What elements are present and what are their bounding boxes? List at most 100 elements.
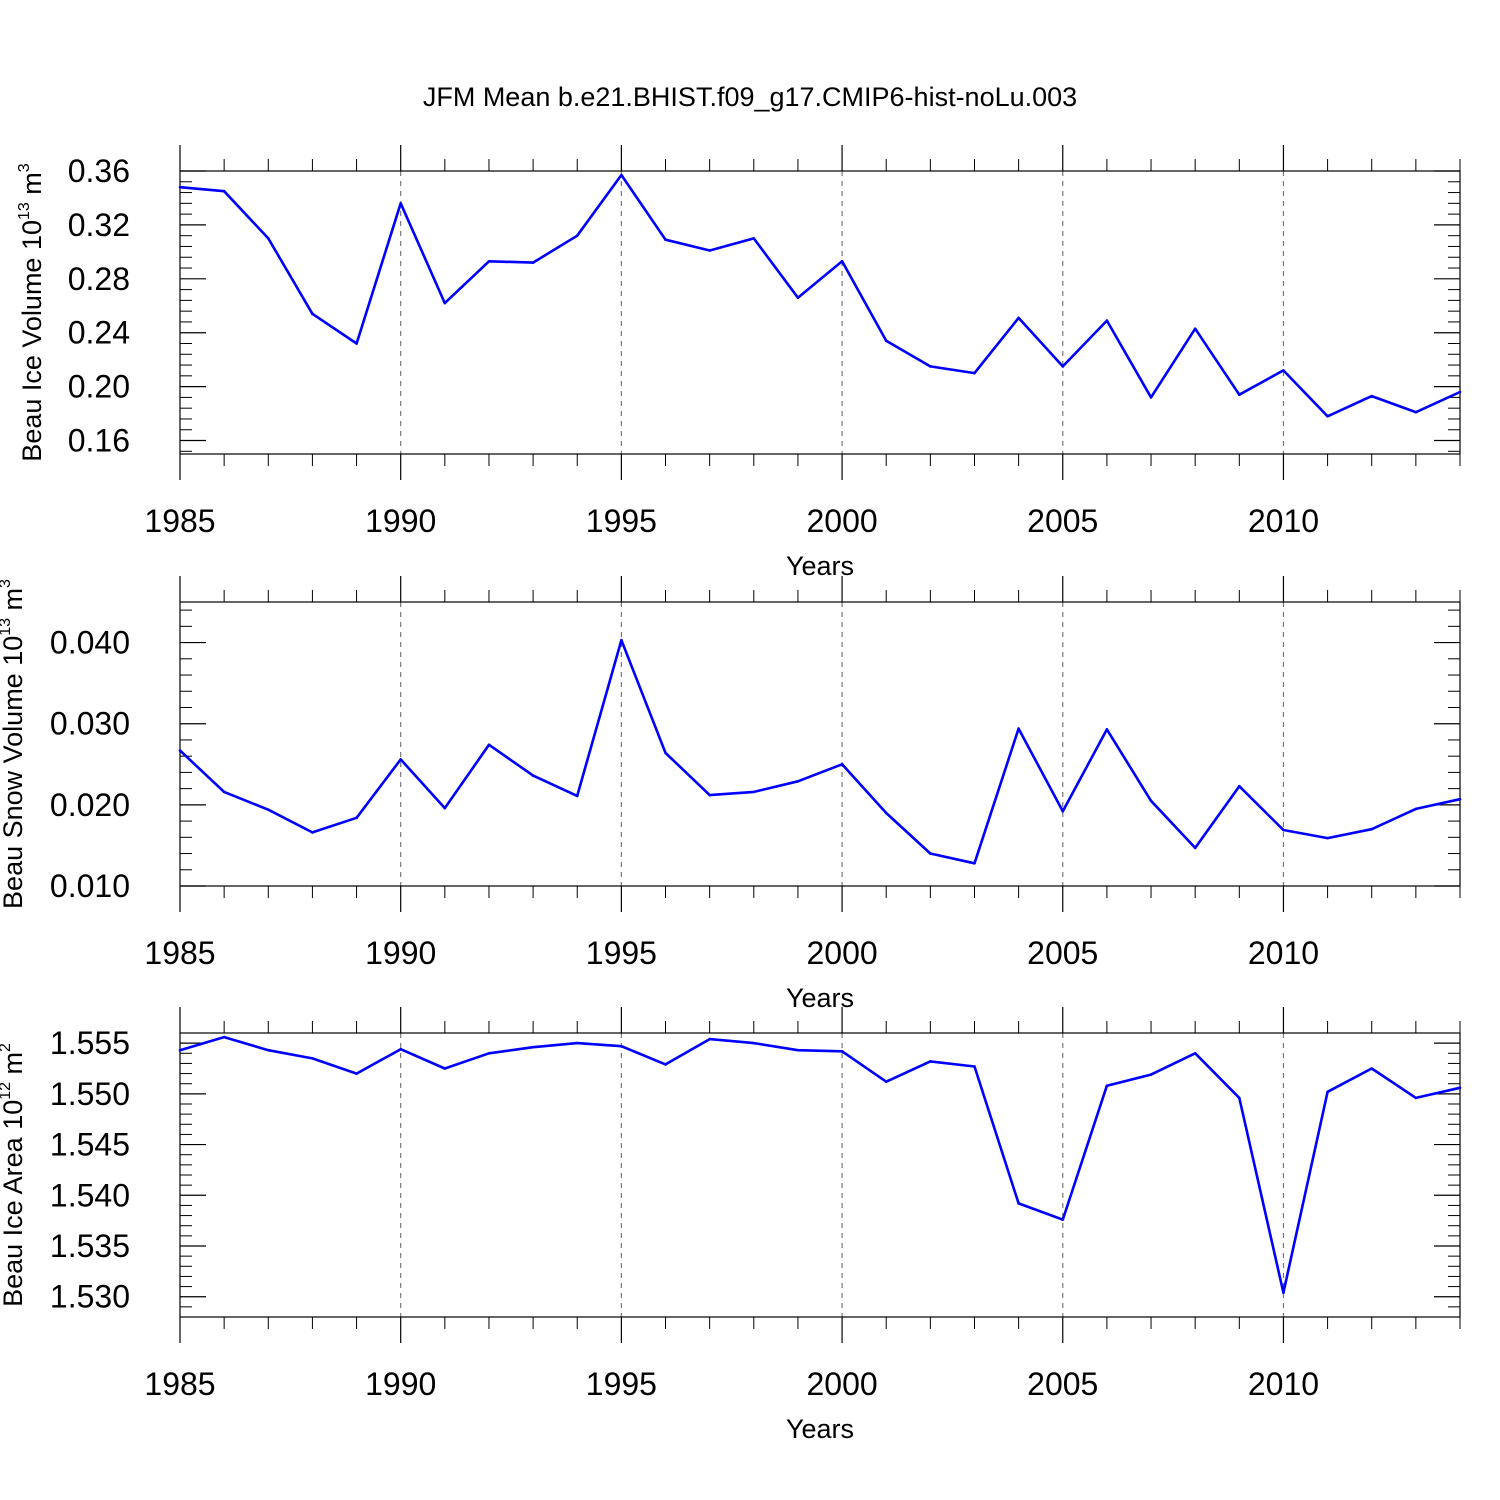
data-point	[443, 806, 447, 810]
x-tick-label: 2010	[1248, 935, 1319, 971]
y-axis-label-part: m	[0, 588, 28, 618]
data-point	[178, 749, 182, 752]
data-point	[929, 1060, 932, 1063]
x-tick-label: 1990	[365, 503, 436, 539]
y-tick-label: 1.550	[50, 1076, 130, 1112]
data-point	[443, 301, 447, 305]
x-axis-label: Years	[786, 551, 854, 581]
data-series-line	[179, 638, 1461, 865]
data-point	[1326, 414, 1329, 418]
x-tick-label: 2000	[806, 503, 877, 539]
x-axis-label: Years	[786, 1414, 854, 1444]
data-point	[399, 1047, 402, 1051]
x-tick-label: 2005	[1027, 1366, 1098, 1402]
data-point	[1370, 394, 1374, 398]
x-tick-label: 2000	[806, 1366, 877, 1402]
y-axis-label-superscript: 2	[0, 1043, 14, 1052]
data-point	[222, 790, 226, 794]
y-axis-label: Beau Ice Area 1012​ m2​	[0, 1043, 28, 1307]
data-point	[752, 1041, 756, 1045]
y-axis-label-superscript: 12	[0, 1082, 14, 1100]
data-point	[1105, 728, 1109, 731]
data-point	[840, 762, 844, 766]
x-tick-label: 1990	[365, 1366, 436, 1402]
y-tick-label: 0.16	[68, 423, 130, 459]
x-axis-label: Years	[786, 983, 854, 1013]
data-point	[1458, 390, 1462, 394]
x-tick-label: 2010	[1248, 1366, 1319, 1402]
data-point	[399, 202, 402, 205]
data-point	[1017, 1202, 1020, 1205]
data-point	[708, 1037, 711, 1041]
y-axis-label-part: Beau Ice Volume 10	[17, 220, 47, 462]
data-point	[311, 1057, 314, 1060]
data-point	[1370, 1067, 1374, 1070]
y-tick-label: 0.32	[68, 207, 130, 243]
data-point	[620, 1044, 623, 1048]
y-tick-label: 0.24	[68, 315, 130, 351]
y-axis-label-part: m	[17, 172, 47, 202]
y-tick-label: 1.545	[50, 1127, 130, 1163]
data-point	[929, 852, 932, 855]
y-tick-label: 1.530	[50, 1279, 130, 1315]
data-point	[1193, 1051, 1197, 1055]
data-point	[973, 861, 976, 865]
data-point	[1414, 807, 1418, 811]
data-point	[973, 1065, 976, 1068]
y-tick-label: 1.540	[50, 1177, 130, 1213]
data-point	[1105, 319, 1109, 322]
data-point	[1458, 797, 1462, 801]
data-point	[1238, 784, 1241, 788]
x-tick-label: 2005	[1027, 935, 1098, 971]
panel-2: 1985 1990 1995 2000 2005 2010 Years 0.010 0.020 0…	[0, 576, 1462, 1013]
data-point	[266, 237, 270, 240]
y-tick-label: 0.030	[50, 706, 130, 742]
data-point	[1193, 327, 1197, 330]
y-axis-label-part: Beau Ice Area 10	[0, 1100, 28, 1307]
data-point	[1326, 836, 1329, 840]
data-series-line	[179, 1035, 1461, 1294]
data-point	[487, 1051, 491, 1055]
data-point	[1061, 1218, 1065, 1221]
x-tick-label: 1995	[586, 1366, 657, 1402]
data-point	[311, 831, 314, 834]
y-axis-label-superscript: 13	[0, 618, 14, 636]
x-tick-label: 2000	[806, 935, 877, 971]
data-point	[399, 758, 402, 761]
data-point	[1193, 846, 1197, 850]
data-point	[840, 1049, 844, 1053]
data-point	[575, 1041, 579, 1045]
panels: 1985 1990 1995 2000 2005 2010 Years 0.16 0.20 0.2…	[0, 145, 1462, 1444]
data-point	[1061, 365, 1065, 368]
data-point	[178, 1048, 182, 1052]
data-point	[1149, 1073, 1153, 1076]
data-point	[1017, 727, 1020, 730]
y-tick-label: 0.040	[50, 625, 130, 661]
data-point	[1414, 410, 1418, 414]
data-point	[620, 173, 623, 177]
y-tick-label: 0.020	[50, 787, 130, 823]
y-tick-label: 0.010	[50, 868, 130, 904]
data-point	[884, 1080, 888, 1083]
data-point	[311, 312, 314, 316]
x-tick-label: 1995	[586, 935, 657, 971]
x-tick-label: 1990	[365, 935, 436, 971]
data-point	[708, 793, 711, 797]
x-tick-label: 1985	[144, 935, 215, 971]
y-axis-label: Beau Snow Volume 1013​ m3​	[0, 579, 28, 909]
data-point	[664, 238, 667, 242]
y-axis-label-part: Beau Snow Volume 10	[0, 636, 28, 909]
x-tick-label: 2010	[1248, 503, 1319, 539]
data-point	[355, 342, 358, 345]
panel-1: 1985 1990 1995 2000 2005 2010 Years 0.16 0.20 0.2…	[16, 145, 1462, 581]
data-point	[1017, 316, 1020, 320]
data-point	[1149, 396, 1153, 399]
data-point	[1282, 369, 1285, 372]
y-tick-label: 0.28	[68, 261, 130, 297]
x-tick-label: 1995	[586, 503, 657, 539]
data-point	[487, 743, 491, 747]
data-point	[796, 1048, 800, 1052]
x-tick-label: 1985	[144, 1366, 215, 1402]
data-point	[355, 1072, 358, 1075]
y-tick-label: 0.36	[68, 153, 130, 189]
